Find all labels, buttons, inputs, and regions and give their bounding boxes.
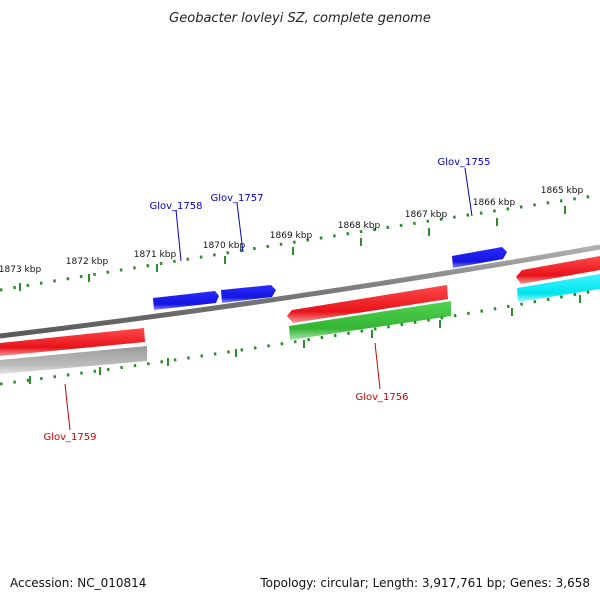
gene-glov-1759[interactable]: [0, 328, 145, 356]
scale-label-1867: 1867 kbp: [405, 210, 448, 220]
reverse-strand-genes: [153, 247, 507, 310]
gene-label-glov-1755[interactable]: Glov_1755: [437, 157, 490, 168]
scale-label-1865: 1865 kbp: [541, 186, 584, 196]
genome-summary-text: Topology: circular; Length: 3,917,761 bp…: [260, 576, 590, 590]
pseudo-feature: [0, 346, 147, 374]
scale-labels: 1865 kbp 1866 kbp 1867 kbp 1868 kbp 1869…: [0, 186, 583, 275]
gene-label-glov-1758[interactable]: Glov_1758: [149, 201, 202, 212]
scale-label-1871: 1871 kbp: [134, 250, 177, 260]
genome-backbone: [0, 244, 600, 339]
rna-feature[interactable]: [289, 301, 451, 340]
label-leaders: [64, 167, 473, 431]
accession-text: Accession: NC_010814: [10, 576, 147, 590]
forward-strand-genes: [0, 256, 600, 356]
other-feature[interactable]: [517, 274, 600, 302]
gene-label-glov-1757[interactable]: Glov_1757: [210, 193, 263, 204]
gene-label-glov-1756[interactable]: Glov_1756: [355, 392, 408, 403]
feature-track: [0, 274, 600, 374]
scale-label-1873: 1873 kbp: [0, 265, 41, 275]
gene-glov-1755[interactable]: [452, 247, 507, 268]
gene-glov-1757[interactable]: [221, 285, 276, 303]
gene-labels: Glov_1755 Glov_1757 Glov_1758 Glov_1756 …: [43, 157, 490, 443]
gene-label-glov-1759[interactable]: Glov_1759: [43, 432, 96, 443]
outer-major-ticks: [19, 206, 566, 291]
scale-label-1866: 1866 kbp: [473, 198, 516, 208]
inner-major-ticks: [29, 295, 581, 384]
gene-glov-1758[interactable]: [153, 291, 219, 310]
scale-label-1870: 1870 kbp: [203, 241, 246, 251]
scale-label-1872: 1872 kbp: [66, 257, 109, 267]
gene-forward-partial[interactable]: [516, 256, 600, 284]
gene-glov-1756[interactable]: [287, 285, 448, 323]
scale-label-1869: 1869 kbp: [270, 231, 313, 241]
map-title: Geobacter lovleyi SZ, complete genome: [169, 11, 431, 26]
scale-label-1868: 1868 kbp: [338, 221, 381, 231]
